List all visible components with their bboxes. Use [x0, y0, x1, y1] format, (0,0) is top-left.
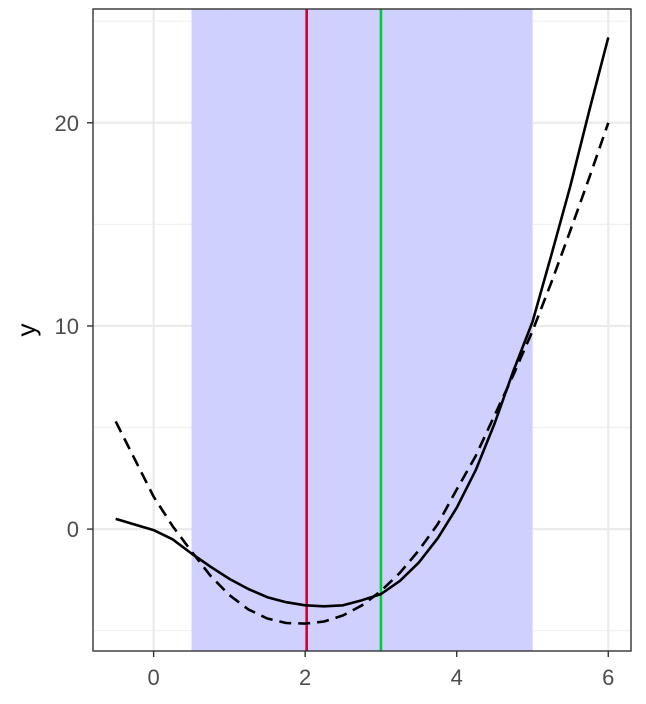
- dashed-series-line: [114, 122, 610, 625]
- shaded-region: [191, 9, 533, 651]
- series-layer: [114, 37, 610, 625]
- reference-lines: [305, 9, 383, 651]
- y-axis: 0 10 20: [55, 111, 93, 542]
- x-tick-label: 0: [147, 665, 159, 690]
- panel-border: [92, 8, 632, 652]
- shaded-region-layer: [191, 9, 533, 651]
- x-tick-label: 4: [451, 665, 463, 690]
- x-tick-label: 6: [602, 665, 614, 690]
- panel-border-layer: [92, 8, 632, 652]
- x-axis: 0 2 4 6: [147, 651, 614, 690]
- y-tick-label: 10: [55, 314, 79, 339]
- y-tick-label: 20: [55, 111, 79, 136]
- y-tick-label: 0: [67, 517, 79, 542]
- x-tick-label: 2: [299, 665, 311, 690]
- y-axis-title: y: [11, 324, 41, 337]
